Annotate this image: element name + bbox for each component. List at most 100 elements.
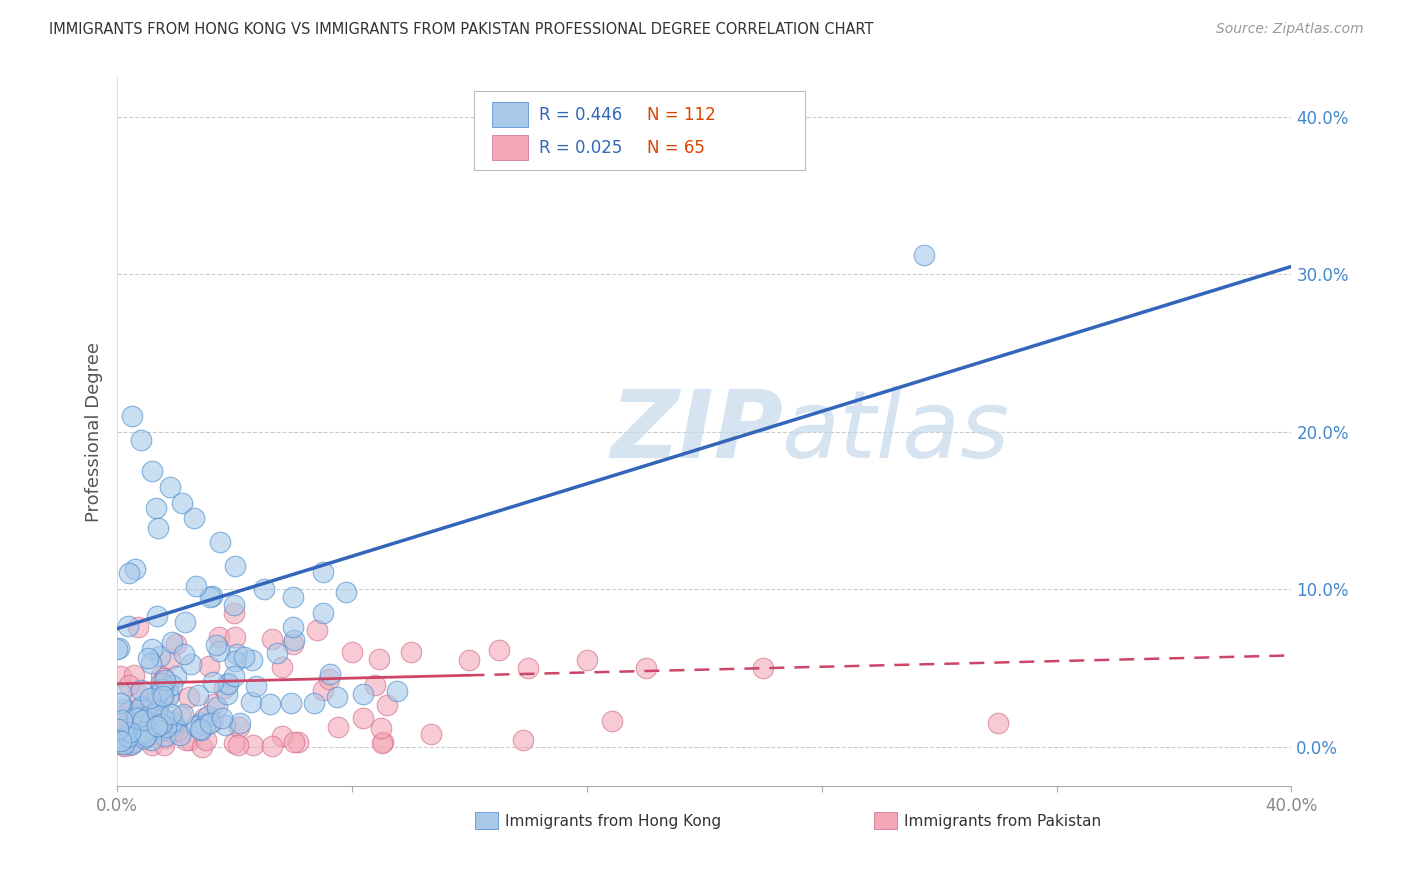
Point xyxy=(141,738,163,752)
Point xyxy=(253,582,276,597)
Point xyxy=(287,735,309,749)
Point xyxy=(150,690,173,704)
Point xyxy=(173,647,195,661)
Point xyxy=(160,707,183,722)
Point xyxy=(121,737,143,751)
Point xyxy=(194,718,217,732)
Point xyxy=(120,725,142,739)
Point xyxy=(111,713,134,727)
Point xyxy=(141,464,163,478)
Point xyxy=(399,645,422,659)
Point xyxy=(214,681,236,695)
Point xyxy=(201,714,224,728)
Point xyxy=(208,644,231,658)
Point xyxy=(222,598,245,612)
Point xyxy=(228,738,250,752)
Point xyxy=(111,737,134,751)
Point xyxy=(125,711,148,725)
Point xyxy=(112,739,135,754)
Point xyxy=(145,689,167,703)
Point xyxy=(136,651,159,665)
Point xyxy=(121,409,143,423)
Point xyxy=(135,729,157,743)
Point xyxy=(224,558,246,573)
Text: Immigrants from Pakistan: Immigrants from Pakistan xyxy=(904,814,1101,830)
Point xyxy=(157,690,180,705)
Point xyxy=(326,690,349,705)
Point xyxy=(110,734,132,748)
Point xyxy=(129,723,152,738)
Point xyxy=(202,697,225,711)
Y-axis label: Professional Degree: Professional Degree xyxy=(86,342,103,522)
Point xyxy=(420,726,443,740)
Point xyxy=(125,709,148,723)
Point xyxy=(987,716,1010,731)
Point xyxy=(160,724,183,739)
Point xyxy=(134,724,156,739)
Point xyxy=(197,708,219,723)
Point xyxy=(139,714,162,729)
Point xyxy=(217,677,239,691)
Point xyxy=(211,711,233,725)
Point xyxy=(183,511,205,525)
Point xyxy=(160,678,183,692)
Point xyxy=(512,732,534,747)
Point xyxy=(134,731,156,746)
Point xyxy=(138,691,160,706)
Point xyxy=(173,615,195,629)
Point xyxy=(266,646,288,660)
Point xyxy=(138,707,160,722)
Point xyxy=(153,729,176,743)
Point xyxy=(222,606,245,620)
Point xyxy=(190,723,212,738)
Point xyxy=(172,706,194,721)
Point xyxy=(117,729,139,743)
Point xyxy=(367,652,389,666)
Point xyxy=(155,720,177,734)
Point xyxy=(370,721,392,735)
Point xyxy=(179,733,201,747)
Point xyxy=(517,661,540,675)
Text: R = 0.025: R = 0.025 xyxy=(538,139,623,157)
Point xyxy=(138,712,160,726)
Point xyxy=(121,735,143,749)
Point xyxy=(318,672,340,686)
Point xyxy=(112,726,135,740)
Text: R = 0.446: R = 0.446 xyxy=(538,106,621,124)
Point xyxy=(118,566,141,581)
Point xyxy=(148,648,170,663)
Point xyxy=(224,654,246,668)
Point xyxy=(129,682,152,697)
Point xyxy=(340,645,363,659)
Point xyxy=(160,635,183,649)
Point xyxy=(205,699,228,714)
Point xyxy=(139,696,162,710)
Point xyxy=(107,723,129,737)
Point xyxy=(141,641,163,656)
Point xyxy=(311,566,333,580)
Point xyxy=(326,720,349,734)
Point xyxy=(352,710,374,724)
Point xyxy=(145,501,167,516)
Point xyxy=(112,731,135,745)
Point xyxy=(160,714,183,729)
Point xyxy=(153,712,176,726)
Point xyxy=(129,700,152,714)
Point xyxy=(112,737,135,751)
Point xyxy=(239,695,262,709)
Point xyxy=(190,716,212,731)
Point xyxy=(165,669,187,683)
Point xyxy=(205,638,228,652)
Text: Source: ZipAtlas.com: Source: ZipAtlas.com xyxy=(1216,22,1364,37)
Point xyxy=(201,675,224,690)
Point xyxy=(302,696,325,710)
Point xyxy=(122,735,145,749)
Point xyxy=(283,633,305,648)
Point xyxy=(270,659,292,673)
Point xyxy=(177,690,200,704)
Point xyxy=(208,630,231,644)
Point xyxy=(141,656,163,670)
Point xyxy=(159,480,181,494)
Point xyxy=(117,730,139,744)
Point xyxy=(146,521,169,535)
